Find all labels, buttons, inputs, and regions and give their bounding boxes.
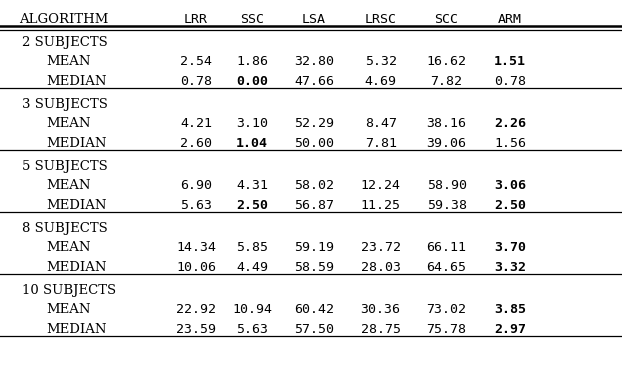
Text: 12.24: 12.24 xyxy=(361,179,401,192)
Text: 2.26: 2.26 xyxy=(494,117,526,130)
Text: LSA: LSA xyxy=(302,13,326,26)
Text: 28.75: 28.75 xyxy=(361,323,401,336)
Text: 58.02: 58.02 xyxy=(294,179,334,192)
Text: LRR: LRR xyxy=(184,13,208,26)
Text: 4.49: 4.49 xyxy=(236,261,268,274)
Text: 16.62: 16.62 xyxy=(427,55,466,68)
Text: 59.19: 59.19 xyxy=(294,241,334,254)
Text: 66.11: 66.11 xyxy=(427,241,466,254)
Text: 58.59: 58.59 xyxy=(294,261,334,274)
Text: MEDIAN: MEDIAN xyxy=(47,323,107,336)
Text: 73.02: 73.02 xyxy=(427,303,466,316)
Text: 8 SUBJECTS: 8 SUBJECTS xyxy=(22,222,108,235)
Text: 52.29: 52.29 xyxy=(294,117,334,130)
Text: 1.56: 1.56 xyxy=(494,137,526,150)
Text: 58.90: 58.90 xyxy=(427,179,466,192)
Text: 5.32: 5.32 xyxy=(364,55,397,68)
Text: 28.03: 28.03 xyxy=(361,261,401,274)
Text: 2.54: 2.54 xyxy=(180,55,212,68)
Text: 56.87: 56.87 xyxy=(294,199,334,212)
Text: 10.06: 10.06 xyxy=(176,261,216,274)
Text: MEAN: MEAN xyxy=(47,179,91,192)
Text: 3.70: 3.70 xyxy=(494,241,526,254)
Text: 3.06: 3.06 xyxy=(494,179,526,192)
Text: 4.21: 4.21 xyxy=(180,117,212,130)
Text: MEAN: MEAN xyxy=(47,117,91,130)
Text: 60.42: 60.42 xyxy=(294,303,334,316)
Text: 3 SUBJECTS: 3 SUBJECTS xyxy=(22,98,108,111)
Text: ARM: ARM xyxy=(498,13,522,26)
Text: 14.34: 14.34 xyxy=(176,241,216,254)
Text: 4.31: 4.31 xyxy=(236,179,268,192)
Text: 2.60: 2.60 xyxy=(180,137,212,150)
Text: 23.72: 23.72 xyxy=(361,241,401,254)
Text: 47.66: 47.66 xyxy=(294,75,334,88)
Text: 5.85: 5.85 xyxy=(236,241,268,254)
Text: 64.65: 64.65 xyxy=(427,261,466,274)
Text: 5 SUBJECTS: 5 SUBJECTS xyxy=(22,160,108,173)
Text: 38.16: 38.16 xyxy=(427,117,466,130)
Text: 7.81: 7.81 xyxy=(364,137,397,150)
Text: 10.94: 10.94 xyxy=(232,303,272,316)
Text: 3.85: 3.85 xyxy=(494,303,526,316)
Text: 2 SUBJECTS: 2 SUBJECTS xyxy=(22,36,108,49)
Text: LRSC: LRSC xyxy=(364,13,397,26)
Text: 32.80: 32.80 xyxy=(294,55,334,68)
Text: SSC: SSC xyxy=(240,13,264,26)
Text: 11.25: 11.25 xyxy=(361,199,401,212)
Text: 4.69: 4.69 xyxy=(364,75,397,88)
Text: 2.50: 2.50 xyxy=(236,199,268,212)
Text: MEDIAN: MEDIAN xyxy=(47,199,107,212)
Text: 0.00: 0.00 xyxy=(236,75,268,88)
Text: 5.63: 5.63 xyxy=(236,323,268,336)
Text: 59.38: 59.38 xyxy=(427,199,466,212)
Text: 39.06: 39.06 xyxy=(427,137,466,150)
Text: 1.86: 1.86 xyxy=(236,55,268,68)
Text: 22.92: 22.92 xyxy=(176,303,216,316)
Text: 50.00: 50.00 xyxy=(294,137,334,150)
Text: SCC: SCC xyxy=(435,13,458,26)
Text: 5.63: 5.63 xyxy=(180,199,212,212)
Text: 8.47: 8.47 xyxy=(364,117,397,130)
Text: MEAN: MEAN xyxy=(47,55,91,68)
Text: 1.04: 1.04 xyxy=(236,137,268,150)
Text: MEAN: MEAN xyxy=(47,303,91,316)
Text: 30.36: 30.36 xyxy=(361,303,401,316)
Text: MEDIAN: MEDIAN xyxy=(47,137,107,150)
Text: MEDIAN: MEDIAN xyxy=(47,261,107,274)
Text: 1.51: 1.51 xyxy=(494,55,526,68)
Text: 2.50: 2.50 xyxy=(494,199,526,212)
Text: 0.78: 0.78 xyxy=(494,75,526,88)
Text: 3.10: 3.10 xyxy=(236,117,268,130)
Text: MEDIAN: MEDIAN xyxy=(47,75,107,88)
Text: 75.78: 75.78 xyxy=(427,323,466,336)
Text: 10 SUBJECTS: 10 SUBJECTS xyxy=(22,284,116,297)
Text: 7.82: 7.82 xyxy=(430,75,463,88)
Text: 57.50: 57.50 xyxy=(294,323,334,336)
Text: 3.32: 3.32 xyxy=(494,261,526,274)
Text: 23.59: 23.59 xyxy=(176,323,216,336)
Text: 0.78: 0.78 xyxy=(180,75,212,88)
Text: ALGORITHM: ALGORITHM xyxy=(19,13,108,26)
Text: 6.90: 6.90 xyxy=(180,179,212,192)
Text: MEAN: MEAN xyxy=(47,241,91,254)
Text: 2.97: 2.97 xyxy=(494,323,526,336)
